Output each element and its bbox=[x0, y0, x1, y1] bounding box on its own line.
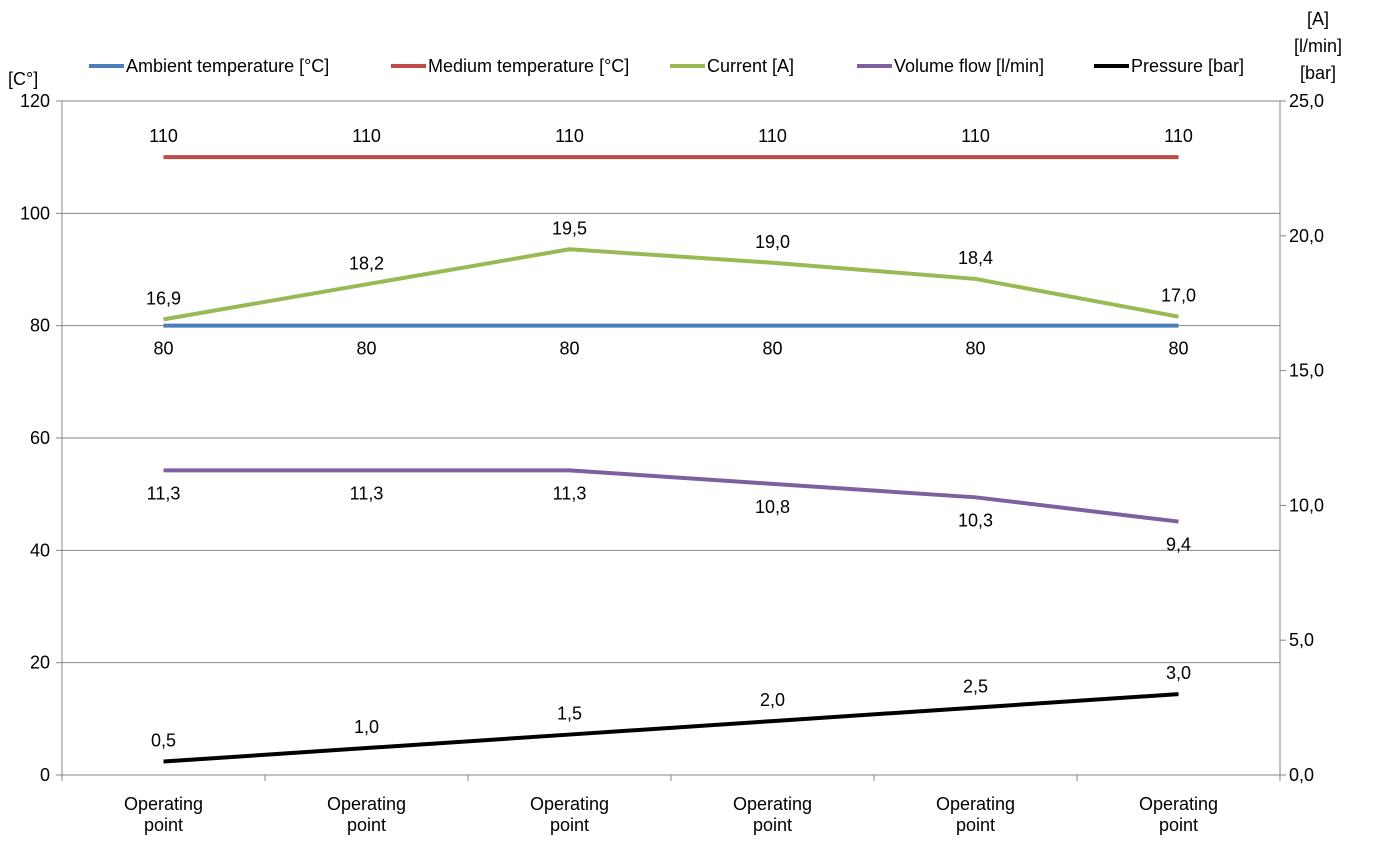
right-axis-title: [bar] bbox=[1300, 63, 1336, 83]
data-label: 19,5 bbox=[552, 218, 587, 238]
data-label: 18,4 bbox=[958, 248, 993, 268]
left-tick-label: 40 bbox=[30, 540, 50, 560]
right-tick-label: 5,0 bbox=[1289, 630, 1314, 650]
legend: Ambient temperature [°C] Medium temperatu… bbox=[89, 56, 1244, 76]
data-label: 2,0 bbox=[760, 690, 785, 710]
data-label: 80 bbox=[762, 339, 782, 359]
x-tick-label: Operating point bbox=[530, 794, 609, 835]
data-label: 10,3 bbox=[958, 510, 993, 530]
legend-label: Medium temperature [°C] bbox=[428, 56, 629, 76]
data-label: 17,0 bbox=[1161, 286, 1196, 306]
data-label: 2,5 bbox=[963, 677, 988, 697]
series-line bbox=[163, 247, 1179, 322]
x-tick-label: Operating point bbox=[733, 794, 812, 835]
legend-label: Current [A] bbox=[707, 56, 794, 76]
left-tick-label: 60 bbox=[30, 428, 50, 448]
data-label: 11,3 bbox=[553, 483, 587, 503]
left-tick-label: 80 bbox=[30, 316, 50, 336]
data-label: 9,4 bbox=[1166, 535, 1191, 555]
legend-label: Volume flow [l/min] bbox=[894, 56, 1044, 76]
series-lines bbox=[163, 155, 1179, 764]
series-line bbox=[163, 468, 1179, 524]
data-label: 11,3 bbox=[350, 483, 384, 503]
data-label: 16,9 bbox=[146, 288, 181, 308]
data-label: 0,5 bbox=[151, 731, 176, 751]
data-label: 110 bbox=[352, 126, 381, 146]
data-label: 10,8 bbox=[755, 497, 790, 517]
x-tick-label: Operating point bbox=[124, 794, 203, 835]
data-label: 80 bbox=[356, 339, 376, 359]
x-tick-label: Operating point bbox=[1139, 794, 1218, 835]
right-tick-label: 25,0 bbox=[1289, 91, 1324, 111]
data-label: 3,0 bbox=[1166, 663, 1191, 683]
legend-label: Ambient temperature [°C] bbox=[126, 56, 329, 76]
right-axis-title: [l/min] bbox=[1294, 36, 1342, 56]
data-labels: 80 80 80 80 80 80 110 110 110 110 110 110 16,9 18,2 19… bbox=[146, 126, 1196, 750]
data-label: 110 bbox=[555, 126, 584, 146]
data-label: 80 bbox=[559, 339, 579, 359]
data-label: 110 bbox=[961, 126, 990, 146]
data-label: 1,0 bbox=[354, 717, 379, 737]
legend-label: Pressure [bar] bbox=[1131, 56, 1244, 76]
left-tick-label: 0 bbox=[40, 765, 50, 785]
left-tick-label: 100 bbox=[20, 203, 50, 223]
right-tick-label: 15,0 bbox=[1289, 361, 1324, 381]
right-tick-label: 0,0 bbox=[1289, 765, 1314, 785]
right-tick-label: 20,0 bbox=[1289, 226, 1324, 246]
x-tick-label: Operating point bbox=[327, 794, 406, 835]
left-tick-label: 20 bbox=[30, 653, 50, 673]
right-tick-label: 10,0 bbox=[1289, 495, 1324, 515]
data-label: 80 bbox=[965, 339, 985, 359]
data-label: 110 bbox=[149, 126, 178, 146]
data-label: 80 bbox=[1168, 339, 1188, 359]
series-line bbox=[163, 692, 1179, 764]
data-label: 19,0 bbox=[755, 232, 790, 252]
data-label: 1,5 bbox=[557, 704, 582, 724]
data-label: 80 bbox=[153, 339, 173, 359]
data-label: 18,2 bbox=[349, 253, 384, 273]
left-axis-title: [C°] bbox=[8, 69, 38, 89]
axes: 0 20 40 60 80 100 120 0,0 5,0 10,0 15,0 20,0 25,0 Ope… bbox=[8, 9, 1342, 835]
data-label: 11,3 bbox=[147, 483, 181, 503]
right-axis-title: [A] bbox=[1307, 9, 1329, 29]
data-label: 110 bbox=[1164, 126, 1193, 146]
left-tick-label: 120 bbox=[20, 91, 50, 111]
x-tick-label: Operating point bbox=[936, 794, 1015, 835]
gridlines bbox=[62, 100, 1280, 664]
data-label: 110 bbox=[758, 126, 787, 146]
